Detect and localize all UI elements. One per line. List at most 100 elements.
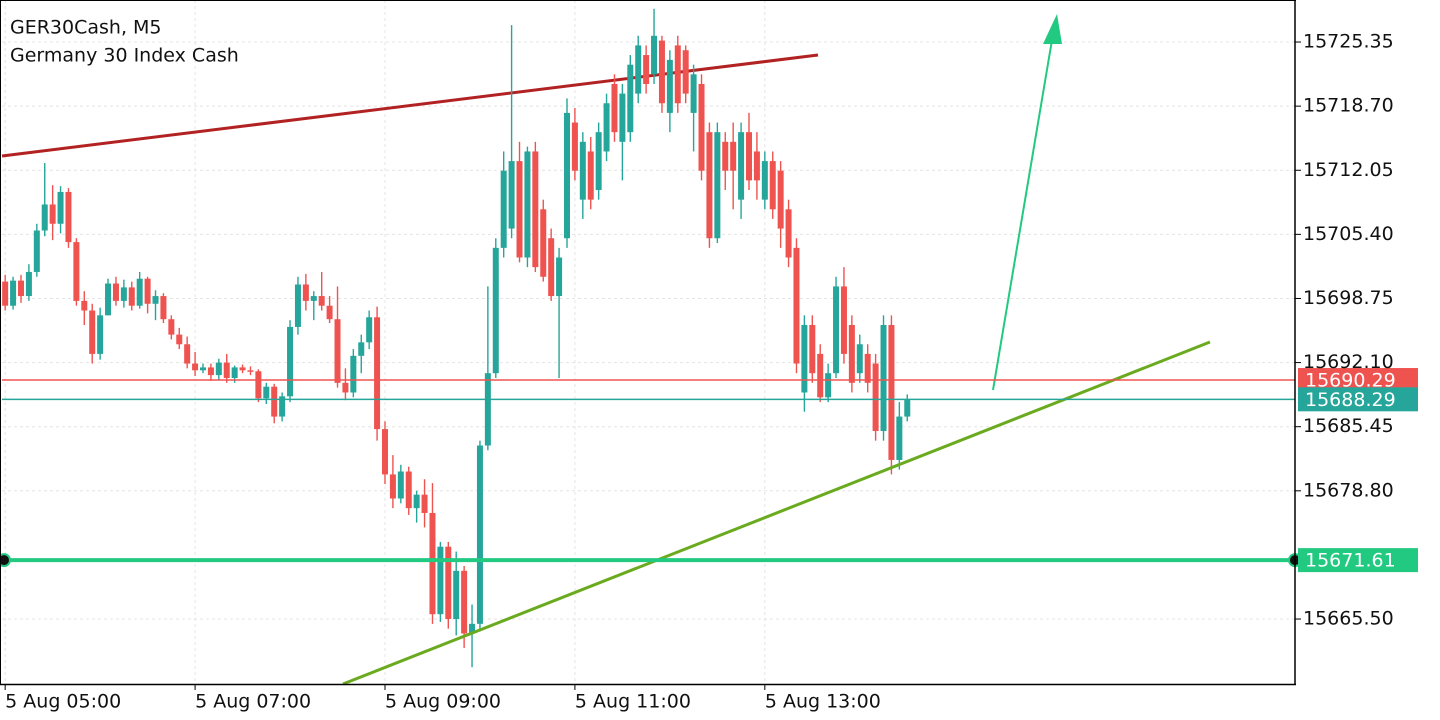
- price-label: 15688.29: [1305, 389, 1396, 411]
- candle-body: [271, 386, 278, 417]
- candle-body: [484, 373, 491, 446]
- chart-subtitle: Germany 30 Index Cash: [10, 45, 239, 67]
- candle-body: [769, 161, 776, 210]
- candle-body: [152, 296, 159, 304]
- candle-body: [643, 55, 650, 84]
- candle-body: [461, 570, 468, 634]
- candle-body: [263, 386, 270, 399]
- candle-body: [856, 344, 863, 374]
- y-tick-label: 15718.70: [1303, 95, 1394, 117]
- candle-body: [239, 367, 246, 371]
- candle-body: [722, 141, 729, 171]
- candle-body: [10, 280, 17, 306]
- candle-body: [128, 287, 135, 306]
- candle-body: [318, 296, 325, 306]
- candle-body: [374, 317, 381, 430]
- candle-body: [833, 286, 840, 374]
- candle-body: [817, 353, 824, 398]
- candle-body: [753, 151, 760, 181]
- candle-body: [563, 112, 570, 239]
- candle-body: [199, 367, 206, 371]
- candle-body: [730, 141, 737, 171]
- candle-body: [809, 324, 816, 374]
- candle-body: [144, 278, 151, 304]
- y-tick-label: 15725.35: [1303, 31, 1394, 53]
- candle-body: [540, 209, 547, 277]
- candle-body: [192, 363, 199, 371]
- candle-body: [207, 367, 214, 376]
- candle-body: [334, 319, 341, 383]
- candle-body: [698, 83, 705, 171]
- candle-body: [255, 371, 262, 399]
- price-label: 15671.61: [1305, 550, 1396, 572]
- candle-body: [73, 242, 80, 301]
- candle-body: [603, 103, 610, 152]
- candle-body: [682, 50, 689, 94]
- candle-body: [556, 257, 563, 297]
- candle-body: [500, 170, 507, 248]
- candle-body: [105, 283, 112, 316]
- candle-body: [381, 429, 388, 475]
- candle-body: [761, 161, 768, 200]
- candle-body: [445, 546, 452, 620]
- candle-body: [97, 315, 104, 354]
- candle-body: [184, 344, 191, 364]
- candle-body: [389, 474, 396, 499]
- candle-body: [508, 161, 515, 229]
- candle-body: [215, 362, 222, 376]
- x-tick-label: 5 Aug 09:00: [385, 691, 501, 713]
- candle-body: [41, 204, 48, 231]
- candle-body: [176, 334, 183, 345]
- y-tick-label: 15712.05: [1303, 159, 1394, 181]
- candle-body: [453, 570, 460, 620]
- candle-body: [745, 132, 752, 181]
- candle-body: [437, 546, 444, 615]
- candle-body: [848, 324, 855, 383]
- candle-body: [658, 40, 665, 104]
- candle-body: [112, 283, 119, 301]
- candle-body: [247, 370, 254, 372]
- candle-body: [840, 286, 847, 354]
- candle-body: [421, 494, 428, 513]
- candle-body: [516, 161, 523, 258]
- candle-body: [57, 191, 64, 224]
- level-handle: [0, 553, 11, 568]
- candle-body: [81, 300, 88, 311]
- candle-body: [524, 151, 531, 258]
- candle-body: [342, 382, 349, 393]
- candle-body: [223, 362, 230, 379]
- candle-body: [429, 512, 436, 615]
- candle-body: [2, 281, 9, 306]
- candle-body: [579, 141, 586, 200]
- candle-body: [904, 399, 911, 417]
- candle-body: [706, 132, 713, 239]
- candle-body: [25, 271, 32, 297]
- candle-body: [571, 122, 578, 171]
- price-label: 15690.29: [1305, 370, 1396, 392]
- candle-body: [714, 132, 721, 239]
- x-tick-label: 5 Aug 13:00: [765, 691, 881, 713]
- candle-body: [548, 238, 555, 297]
- candle-body: [413, 494, 420, 509]
- candle-body: [310, 296, 317, 301]
- candle-body: [136, 278, 143, 306]
- candles: [2, 8, 911, 668]
- candle-body: [326, 305, 333, 320]
- y-tick-label: 15698.75: [1303, 287, 1394, 309]
- candle-body: [358, 342, 365, 356]
- candle-body: [89, 310, 96, 354]
- candle-body: [279, 396, 286, 417]
- price-label-box: [1298, 387, 1418, 412]
- arrow-shaft: [992, 39, 1053, 391]
- candle-body: [611, 83, 618, 133]
- y-tick-label: 15685.45: [1303, 415, 1394, 437]
- candle-body: [492, 247, 499, 374]
- candle-body: [405, 471, 412, 509]
- candle-body: [872, 363, 879, 432]
- candle-body: [896, 416, 903, 460]
- candle-body: [294, 284, 301, 327]
- candle-body: [864, 353, 871, 383]
- chart-title: GER30Cash, M5: [10, 17, 162, 39]
- candle-body: [168, 319, 175, 335]
